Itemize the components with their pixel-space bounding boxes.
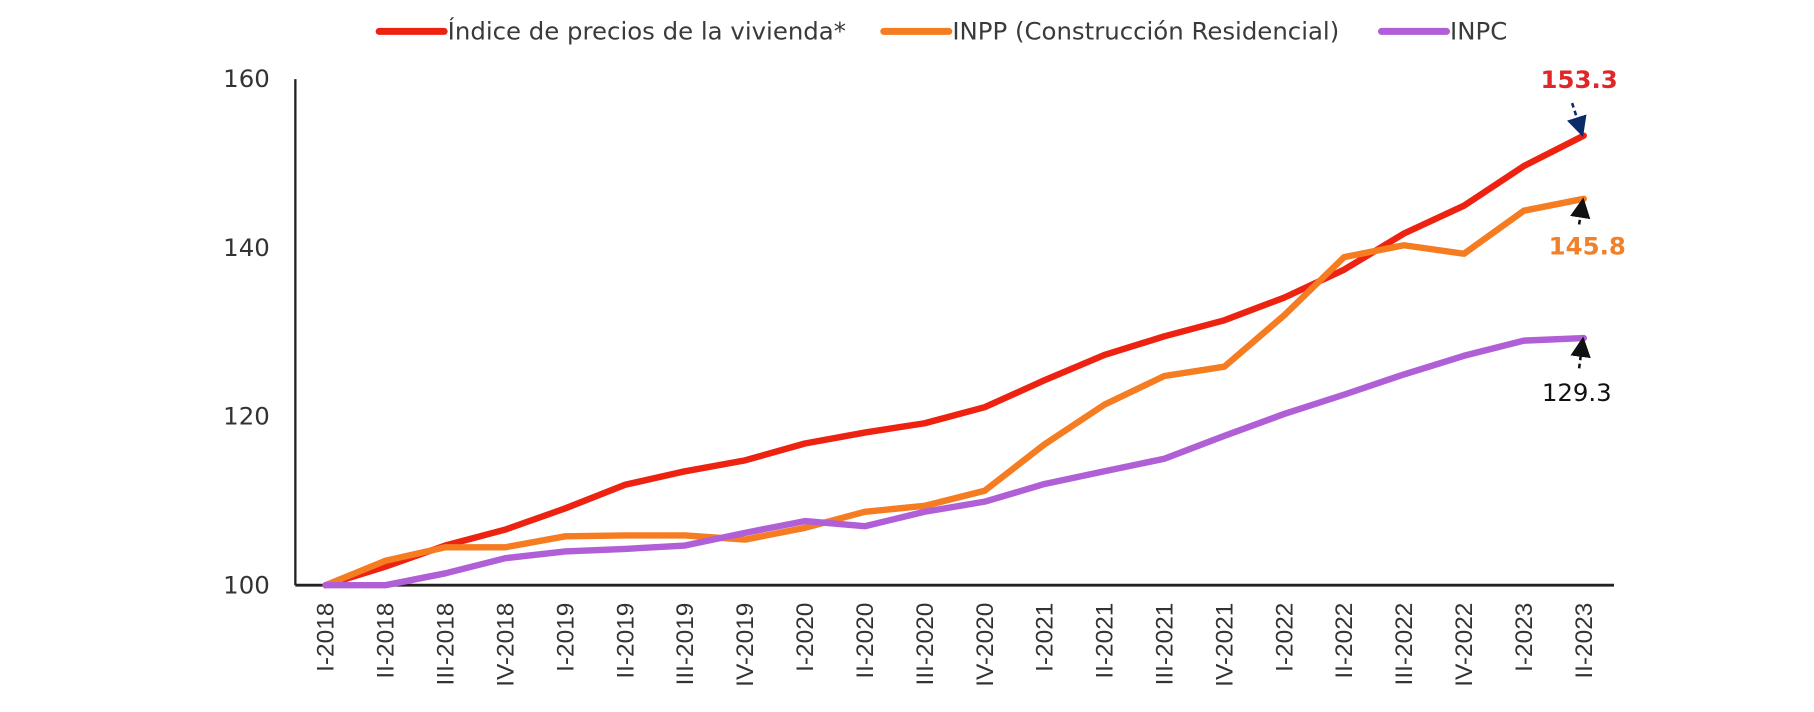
- annotation-label: 145.8: [1549, 232, 1626, 261]
- series-line-inpc: [322, 334, 1587, 589]
- legend-label: INPC: [1450, 17, 1507, 46]
- x-tick-label: III-2022: [1391, 603, 1418, 686]
- legend-item: INPP (Construcción Residencial): [880, 17, 1339, 46]
- x-tick-label: IV-2019: [732, 603, 759, 687]
- annotation: 129.3: [1542, 336, 1612, 407]
- x-tick-label: IV-2020: [972, 603, 999, 687]
- x-tick-label: I-2023: [1511, 603, 1538, 672]
- legend-item: Índice de precios de la vivienda*: [375, 17, 846, 46]
- axes: [294, 79, 1614, 587]
- x-tick-labels: I-2018 II-2018 III-2018 IV-2018 I-2019 II-201…: [313, 603, 1598, 687]
- legend: Índice de precios de la vivienda* INPP (C…: [375, 17, 1507, 46]
- x-tick-label: II-2018: [373, 603, 400, 679]
- annotation-arrow: [1570, 197, 1591, 225]
- x-tick-label: II-2020: [852, 603, 879, 679]
- x-tick-label: III-2018: [433, 603, 460, 686]
- x-tick-label: I-2018: [313, 603, 340, 672]
- y-tick-label: 160: [223, 64, 270, 93]
- annotation-arrow: [1567, 102, 1587, 138]
- x-tick-label: II-2023: [1571, 603, 1598, 679]
- x-tick-label: I-2020: [792, 603, 819, 672]
- legend-label: Índice de precios de la vivienda*: [448, 17, 846, 46]
- x-tick-label: I-2019: [552, 603, 579, 672]
- series-line-inpp: [322, 195, 1587, 589]
- x-tick-label: I-2021: [1032, 603, 1059, 672]
- x-tick-label: II-2021: [1092, 603, 1119, 679]
- x-tick-label: III-2019: [672, 603, 699, 686]
- x-tick-label: III-2021: [1152, 603, 1179, 686]
- y-tick-label: 120: [223, 402, 270, 431]
- legend-item: INPC: [1377, 17, 1507, 46]
- x-tick-label: I-2022: [1271, 603, 1298, 672]
- x-tick-label: III-2020: [912, 603, 939, 686]
- legend-label: INPP (Construcción Residencial): [952, 17, 1339, 46]
- annotation: 153.3: [1541, 65, 1618, 138]
- x-tick-label: IV-2018: [492, 603, 519, 687]
- series-line-vivienda: [322, 132, 1587, 589]
- annotation-label: 129.3: [1542, 378, 1612, 407]
- y-tick-label: 140: [223, 233, 270, 262]
- annotation-label: 153.3: [1541, 65, 1618, 94]
- series-lines: [322, 132, 1587, 589]
- annotation-arrow: [1570, 336, 1591, 369]
- x-tick-label: II-2022: [1331, 603, 1358, 679]
- x-tick-label: II-2019: [612, 603, 639, 679]
- y-tick-label: 100: [223, 570, 270, 599]
- annotations: 153.3 145.8 129.3: [1541, 65, 1626, 407]
- y-tick-labels: 100 120 140 160: [223, 64, 270, 599]
- x-tick-label: IV-2022: [1451, 603, 1478, 687]
- x-tick-label: IV-2021: [1211, 603, 1238, 687]
- annotation: 145.8: [1549, 197, 1626, 261]
